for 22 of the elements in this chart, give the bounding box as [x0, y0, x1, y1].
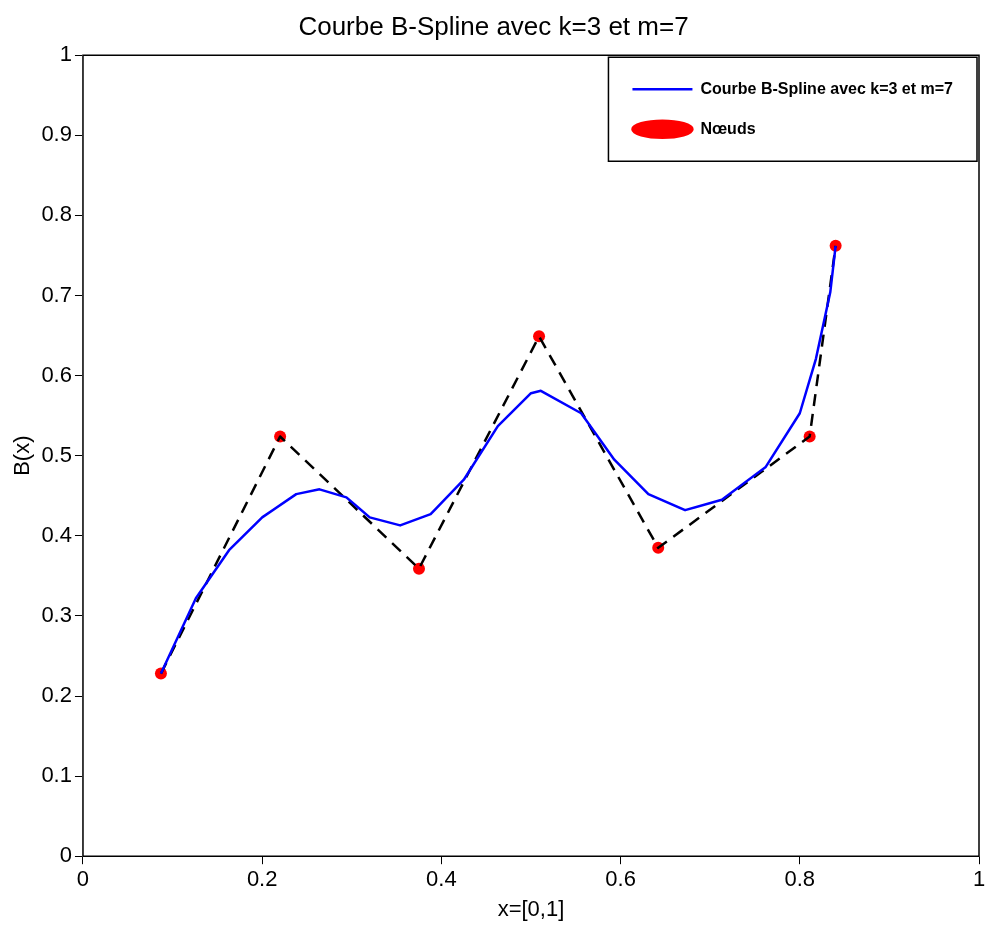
x-tick-label: 0.8: [784, 866, 816, 892]
chart-title: Courbe B-Spline avec k=3 et m=7: [298, 10, 689, 41]
x-axis-title: x=[0,1]: [497, 895, 565, 921]
y-tick-label: 0.3: [41, 601, 72, 627]
y-tick-label: 0.8: [41, 201, 72, 227]
x-tick-label: 0: [76, 866, 90, 892]
y-tick-label: 0.9: [41, 121, 72, 147]
y-tick-label: 0: [59, 842, 72, 868]
x-tick-label: 0.6: [605, 866, 636, 892]
y-tick-label: 0.2: [41, 682, 72, 708]
y-tick-label: 0.1: [41, 762, 72, 788]
x-tick-label: 1: [972, 866, 986, 892]
y-axis-title: B(x): [9, 435, 35, 476]
y-tick-label: 0.5: [41, 441, 72, 467]
y-tick-label: 0.4: [41, 521, 72, 547]
y-tick-label: 1: [59, 41, 72, 67]
legend-label: Nœuds: [700, 119, 756, 137]
legend-label: Courbe B-Spline avec k=3 et m=7: [700, 79, 954, 97]
x-tick-label: 0.4: [426, 866, 457, 892]
y-tick-label: 0.6: [41, 361, 72, 387]
y-tick-label: 0.7: [41, 281, 72, 307]
x-tick-label: 0.2: [246, 866, 278, 892]
